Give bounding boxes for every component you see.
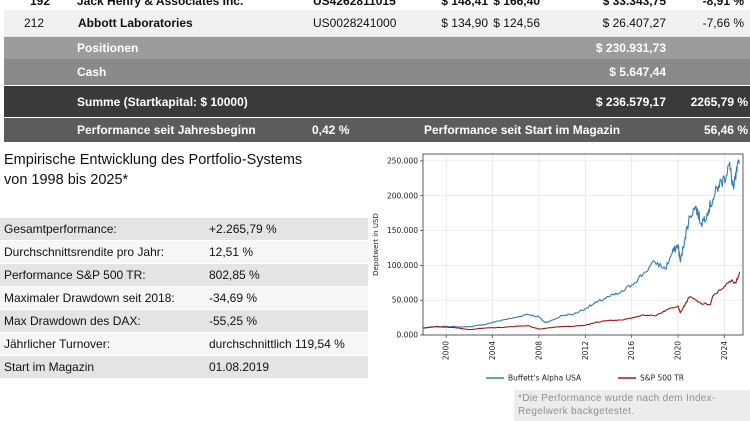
x-tick-label: 2004 [488,341,497,360]
x-tick-label: 2024 [720,341,729,360]
cash-value: $ 5.647,44 [609,65,666,79]
position-change: -7,66 % [702,16,744,30]
x-tick-label: 2012 [581,341,590,360]
company-name: Jack Henry & Associates Inc. [77,0,244,8]
price-current: $ 124,56 [493,16,540,30]
stat-value: +2.265,79 % [209,222,277,236]
stat-row: Start im Magazin 01.08.2019 [0,356,368,379]
positions-label: Positionen [77,41,139,55]
company-name: Abbott Laboratories [78,16,193,30]
legend-label: Buffett's Alpha USA [508,374,582,383]
position-value: $ 33.343,75 [602,0,666,8]
x-tick-label: 2020 [674,341,683,360]
x-axis-ticks: 2000 2004 2008 2012 2016 2020 2024 [442,335,729,360]
y-tick-label: 250.000 [387,156,418,165]
x-tick-label: 2000 [442,341,451,360]
heading-line-2: von 1998 bis 2025* [4,172,129,188]
y-tick-label: 200.000 [387,191,418,200]
x-tick-label: 2008 [534,341,543,360]
footnote-line-1: *Die Performance wurde nach dem Index- [518,393,716,404]
isin: US4262811015 [313,0,396,8]
footnote-line-2: Regelwerk backgetestet. [518,406,635,417]
table-row: 212 Abbott Laboratories US0028241000 $ 1… [4,10,750,37]
footnote: *Die Performance wurde nach dem Index- R… [514,390,750,421]
y-axis-label: Depotwert in USD [372,213,380,276]
stat-label: Gesamtperformance: [4,222,117,236]
performance-row: Performance seit Jahresbeginn 0,42 % Per… [4,118,750,142]
chart-svg: 0.00050.000100.000150.000200.000250.000 … [372,153,744,383]
stat-label: Start im Magazin [4,360,95,374]
stat-value: 802,85 % [209,268,260,282]
stat-label: Jährlicher Turnover: [4,337,111,351]
chart-grid [423,154,743,336]
price-buy: $ 134,90 [441,16,488,30]
y-tick-label: 50.000 [392,296,418,305]
stat-label: Durchschnittsrendite pro Jahr: [4,245,165,259]
cash-row: Cash $ 5.647,44 [4,59,750,85]
positions-row: Positionen $ 230.931,73 [4,37,750,59]
section-heading: Empirische Entwicklung des Portfolio-Sys… [4,150,364,190]
y-axis-ticks: 0.000 50.000 100.000 150.000 200.000 250.000 [387,156,423,340]
row-number: 212 [24,16,45,30]
performance-chart: 0.000 50.000 100.000 150.000 200.000 250.000 … [368,148,750,388]
stat-label: Maximaler Drawdown seit 2018: [4,291,175,305]
stat-row: Durchschnittsrendite pro Jahr: 12,51 % [0,241,368,264]
performance-start-label: Performance seit Start im Magazin [424,123,621,137]
price-current: $ 166,40 [493,0,540,8]
chart-series [422,159,741,331]
sum-label: Summe (Startkapital: $ 10000) [77,94,248,109]
stat-label: Performance S&P 500 TR: [4,268,146,282]
chart-legend: Buffett's Alpha USA S&P 500 TR [486,374,684,383]
stats-table: Gesamtperformance: +2.265,79 % Durchschni… [0,218,368,379]
x-tick-label: 2016 [627,341,636,360]
performance-year-value: 0,42 % [312,123,350,137]
stat-value: -55,25 % [209,314,258,328]
isin: US0028241000 [313,16,397,30]
stat-row: Gesamtperformance: +2.265,79 % [0,218,368,241]
stat-row: Maximaler Drawdown seit 2018: -34,69 % [0,287,368,310]
performance-year-label: Performance seit Jahresbeginn [77,123,256,137]
series-line-buffetts-alpha-usa [422,159,740,329]
sum-value: $ 236.579,17 [595,94,666,109]
stat-row: Jährlicher Turnover: durchschnittlich 119… [0,333,368,356]
stat-row: Performance S&P 500 TR: 802,85 % [0,264,368,287]
table-row-partial: 192 Jack Henry & Associates Inc. US42628… [4,0,750,8]
position-value: $ 26.407,27 [602,16,666,30]
plot-frame [422,153,744,336]
positions-value: $ 230.931,73 [595,41,666,55]
stat-row: Max Drawdown des DAX: -55,25 % [0,310,368,333]
stat-value: durchschnittlich 119,54 % [209,337,345,351]
legend-label: S&P 500 TR [640,374,684,383]
y-tick-label: 0.000 [397,331,419,340]
stat-value: 01.08.2019 [209,360,270,374]
cash-label: Cash [77,65,107,79]
performance-start-value: 56,46 % [703,123,748,137]
stat-value: 12,51 % [209,245,254,259]
series-line-sp500-tr [422,271,741,331]
stat-label: Max Drawdown des DAX: [4,314,141,328]
sum-percent: 2265,79 % [690,94,748,109]
row-number: 192 [30,0,51,8]
stat-value: -34,69 % [209,291,258,305]
y-tick-label: 100.000 [387,261,418,270]
position-change: -8,91 % [702,0,744,8]
y-tick-label: 150.000 [387,226,418,235]
heading-line-1: Empirische Entwicklung des Portfolio-Sys… [4,152,303,168]
price-buy: $ 148,41 [441,0,488,8]
sum-row: Summe (Startkapital: $ 10000) $ 236.579,… [4,86,750,117]
